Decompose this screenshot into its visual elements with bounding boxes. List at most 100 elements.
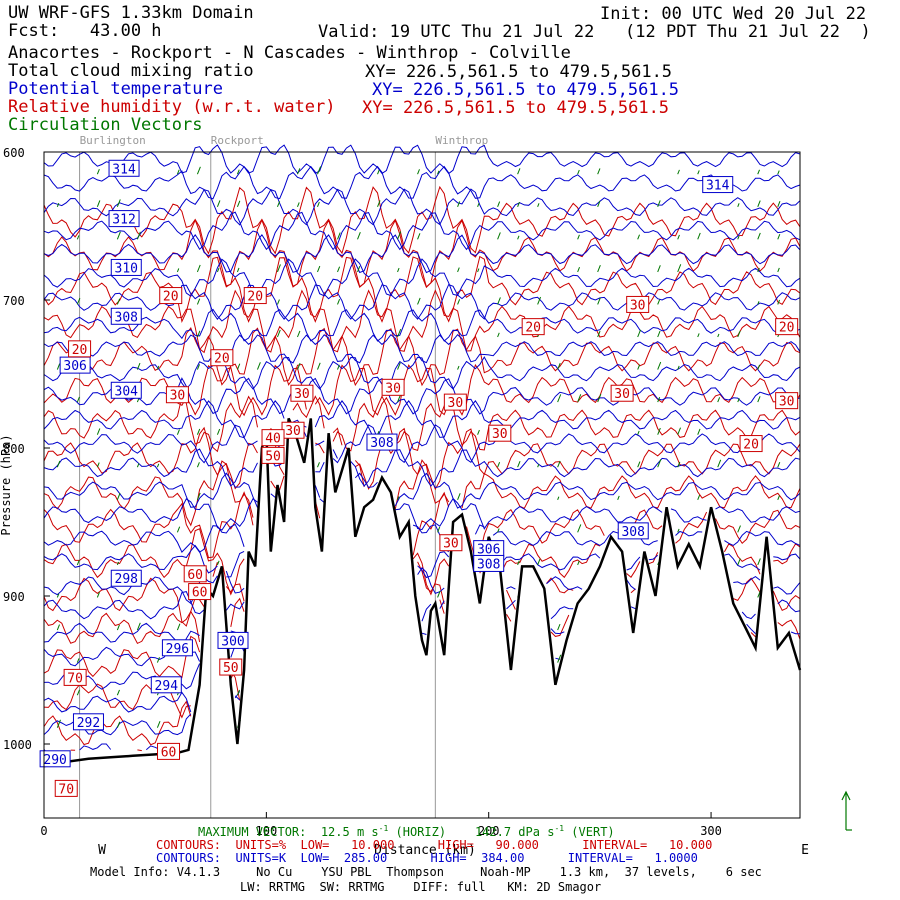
reference-vector-arrowhead [841,790,851,801]
theta-contour [43,144,801,175]
vector-arrow [497,297,501,305]
vector-arrow [777,170,780,175]
rh-label-box [261,446,285,464]
theta-label: 314 [112,162,136,177]
theta-contour [43,448,801,487]
vector-arrow [777,299,781,305]
theta-contour [43,234,801,274]
x-axis-label: Distance (km) [374,843,476,858]
rh-label-box [183,565,207,583]
reference-vector-group [841,790,852,831]
vector-arrow [697,170,700,175]
vector-arrow [757,301,760,305]
vector-arrow [517,560,520,566]
vector-arrow [236,689,241,696]
vector-arrow [96,462,100,468]
rh-label: 50 [223,661,239,676]
vector-arrow [116,624,120,631]
location-markers: Burlington Rockport Winthrop [79,134,488,818]
vector-arrow [757,396,761,403]
vector-arrow [557,362,561,370]
vector-arrow [56,719,61,728]
theta-label: 306 [477,543,500,558]
vector-arrow [677,234,680,240]
vector-arrow [737,558,741,566]
vector-arrow [196,492,201,500]
rh-label-box [290,384,314,402]
field-cloud-name: Total cloud mixing ratio [8,61,254,81]
vector-arrow [196,428,201,435]
y-tick-label: 600 [3,146,25,160]
vector-arrow [56,593,60,598]
rh-contour [43,255,801,323]
vector-arrow [597,330,601,338]
vector-arrow [777,495,780,500]
vector-arrow [537,296,542,305]
terrain-line [43,417,802,768]
vector-arrow [96,428,101,435]
field-cloud-xy: XY= 226.5,561.5 to 479.5,561.5 [365,62,673,82]
rh-label: 30 [779,395,795,410]
theta-contour [43,544,801,579]
vector-arrow [216,428,221,435]
vector-arrow [597,168,601,175]
vector-arrow [216,560,220,566]
vector-arrow [697,494,701,500]
rh-contour [43,561,801,627]
vector-arrow [757,200,761,207]
rh-label: 70 [58,782,74,797]
vector-arrow [697,333,700,338]
rh-contour [43,426,801,491]
rh-label-box [261,429,285,447]
location-label: Burlington [80,134,146,147]
rh-label-box [243,287,267,305]
vector-arrow [156,720,161,728]
x-tick-label: 200 [478,824,500,838]
x-tick-label: 300 [700,824,722,838]
vector-arrow [717,397,721,403]
vector-arrow [417,233,421,240]
rh-label-box [381,378,405,396]
vector-arrow [477,203,480,207]
vector-arrow [737,330,741,338]
vector-arrow [196,364,200,370]
vector-arrow [677,365,680,370]
vector-arrow [277,299,280,305]
rh-contour [43,491,801,561]
rh-label: 20 [525,321,541,336]
theta-label: 306 [63,359,86,374]
vector-arrow [136,362,141,370]
max-vector-horiz: MAXIMUM VECTOR: 12.5 m s [198,825,379,839]
vector-arrow [657,459,662,468]
vector-arrow [677,264,682,273]
max-vector-text: MAXIMUM VECTOR: 12.5 m s-1 (HORIZ) 142.7… [198,824,615,839]
vector-arrow [417,297,421,305]
max-vector-vert-suffix: (VERT) [564,825,615,839]
rh-contour [43,289,801,354]
vector-arrow [196,166,201,175]
rh-label-box [165,386,189,404]
theta-label: 300 [221,634,244,649]
vector-arrow [297,362,301,370]
theta-label-box [217,631,249,649]
vector-arrow [76,297,81,305]
rh-label: 30 [285,424,301,439]
rh-contours-info: CONTOURS: UNITS=% LOW= 10.000 HIGH= 90.0… [156,838,713,852]
vector-arrow [617,495,620,500]
vector-arrow [397,496,400,500]
vector-arrow [277,201,281,207]
vector-arrow [156,365,160,370]
field-vectors-name: Circulation Vectors [8,115,203,135]
vector-arrow [777,267,780,273]
vector-arrow [397,362,401,370]
vector-arrow [577,524,582,533]
max-vector-sup: -1 [378,824,389,833]
rh-label-box [521,318,545,336]
model-info: Model Info: V4.1.3 No Cu YSU PBL Thompso… [90,865,762,879]
vector-arrow [737,525,741,533]
vector-arrow [497,528,500,533]
rh-label: 30 [630,298,646,313]
x-end-label: E [801,843,809,858]
vector-arrow [477,429,480,435]
vector-arrow [116,561,120,566]
